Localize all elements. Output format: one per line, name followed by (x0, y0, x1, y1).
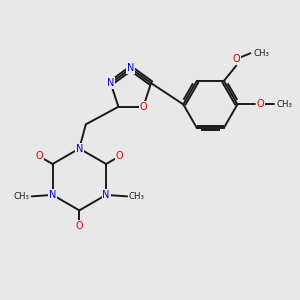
Text: O: O (116, 151, 123, 161)
Text: N: N (76, 143, 83, 154)
Text: CH₃: CH₃ (14, 192, 30, 201)
Text: N: N (107, 78, 114, 88)
Text: CH₃: CH₃ (253, 49, 269, 58)
Text: CH₃: CH₃ (277, 100, 292, 109)
Text: O: O (256, 99, 264, 110)
Text: O: O (232, 54, 240, 64)
Text: O: O (76, 221, 83, 231)
Text: N: N (102, 190, 110, 200)
Text: O: O (35, 151, 43, 161)
Text: CH₃: CH₃ (129, 192, 145, 201)
Text: N: N (127, 63, 134, 74)
Text: N: N (49, 190, 56, 200)
Text: O: O (140, 102, 147, 112)
